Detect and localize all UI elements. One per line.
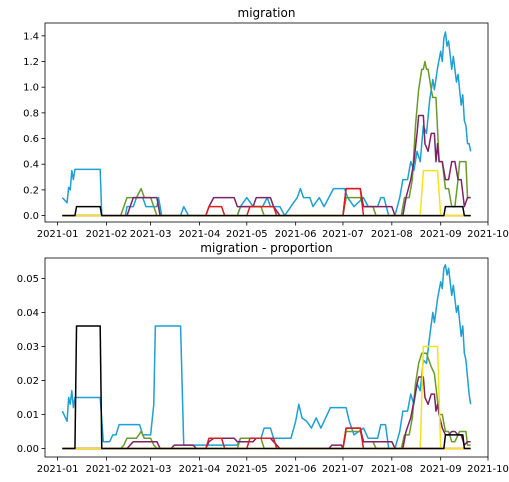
series-line-3 [62,114,471,217]
chart-title: migration [238,6,296,20]
x-tick-label: 2021-01 [37,464,79,475]
series-line-2 [62,60,471,217]
x-tick-label: 2021-07 [322,229,364,240]
x-tick-label: 2021-05 [226,229,268,240]
chart-1: migration 2021-01 2021-02 2021-03 2021-04 202… [23,6,509,240]
x-tick-label: 2021-06 [275,464,317,475]
series-line-6 [62,205,471,217]
x-tick-label: 2021-09 [420,229,462,240]
y-tick-label: 0.00 [17,444,39,455]
x-tick-label: 2021-09 [420,464,462,475]
x-tick-label: 2021-07 [322,464,364,475]
y-tick-label: 0.05 [17,274,39,285]
plot-frame [44,257,489,458]
y-tick-label: 1.2 [23,57,39,68]
x-tick-label: 2021-03 [130,464,172,475]
y-tick-label: 0.02 [17,376,39,387]
y-tick-label: 0.04 [17,308,39,319]
series-line-4 [62,187,471,217]
x-tick-label: 2021-05 [226,464,268,475]
x-tick-label: 2021-02 [86,464,128,475]
y-tick-label: 0.6 [23,134,39,145]
x-tick-label: 2021-04 [179,229,221,240]
x-tick-label: 2021-10 [467,229,509,240]
x-tick-label: 2021-08 [371,464,413,475]
y-tick-label: 0.03 [17,342,39,353]
x-tick-label: 2021-04 [179,464,221,475]
series-line-3 [62,376,471,450]
series-line-4 [62,427,471,450]
series-line-6 [62,325,471,450]
y-tick-label: 0.01 [17,410,39,421]
x-tick-label: 2021-10 [467,464,509,475]
x-tick-label: 2021-06 [275,229,317,240]
y-tick-label: 1.0 [23,83,39,94]
y-tick-label: 0.4 [23,160,39,171]
y-tick-label: 0.8 [23,108,39,119]
chart-title: migration - proportion [200,241,332,255]
x-tick-label: 2021-01 [37,229,79,240]
series-line-1 [61,31,472,217]
x-tick-label: 2021-02 [86,229,128,240]
y-tick-label: 0.0 [23,211,39,222]
x-tick-label: 2021-03 [130,229,172,240]
y-tick-label: 1.4 [23,31,39,42]
plot-frame [44,22,489,223]
y-tick-label: 0.2 [23,185,39,196]
x-tick-label: 2021-08 [371,229,413,240]
